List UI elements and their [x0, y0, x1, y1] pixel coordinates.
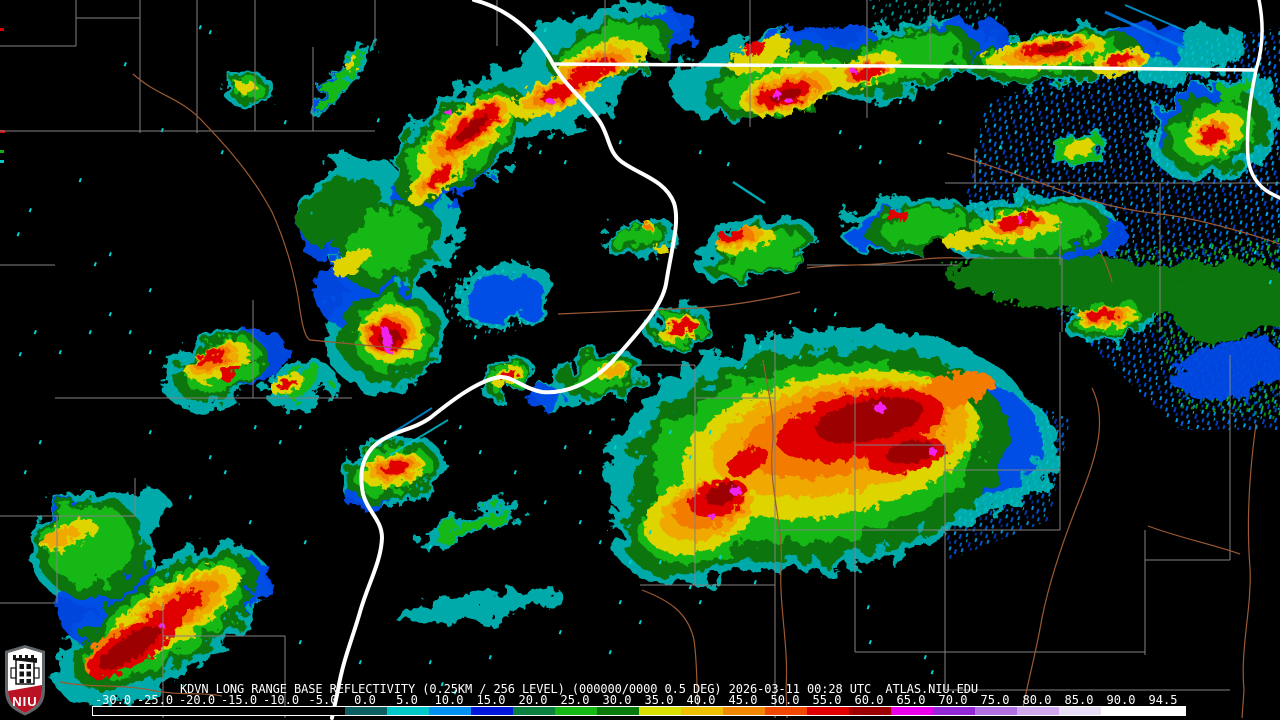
scale-tick-label: 35.0: [644, 693, 674, 707]
castle-icon: [10, 655, 40, 685]
scale-tick-label: 75.0: [980, 693, 1010, 707]
scale-tick-label: 15.0: [476, 693, 506, 707]
product-status-line: KDVN LONG RANGE BASE REFLECTIVITY (0.25K…: [180, 682, 978, 696]
scale-tick-label: 90.0: [1106, 693, 1136, 707]
scale-tick-label: 0.0: [354, 693, 376, 707]
river-lines: [59, 73, 1280, 719]
scale-tick-label: 80.0: [1022, 693, 1052, 707]
state-borders: [330, 0, 1280, 720]
mississippi-river-border: [330, 0, 679, 720]
scale-tick-label: -10.0: [262, 693, 300, 707]
scale-tick-label: 70.0: [938, 693, 968, 707]
scale-tick-label: 10.0: [434, 693, 464, 707]
scale-tick-label: 55.0: [812, 693, 842, 707]
scale-tick-label: 25.0: [560, 693, 590, 707]
scale-tick-label: -15.0: [220, 693, 258, 707]
niu-logo: NIU: [5, 645, 45, 716]
niu-logo-text: NIU: [12, 694, 37, 709]
reflectivity-colorbar: [92, 706, 1186, 716]
scale-tick-label: -25.0: [136, 693, 174, 707]
scale-tick-label: 94.5: [1148, 693, 1178, 707]
scale-tick-label: 60.0: [854, 693, 884, 707]
scale-tick-label: 20.0: [518, 693, 548, 707]
scale-tick-label: 30.0: [602, 693, 632, 707]
scale-tick-label: -30.0: [94, 693, 132, 707]
scale-tick-label: 85.0: [1064, 693, 1094, 707]
scale-tick-label: -5.0: [308, 693, 338, 707]
scale-tick-label: 5.0: [396, 693, 418, 707]
scale-tick-label: -20.0: [178, 693, 216, 707]
scale-tick-labels: -30.0 -25.0 -20.0 -15.0 -10.0 -5.0 0.0 5.0 10.0 1…: [0, 694, 1280, 706]
scale-tick-label: 45.0: [728, 693, 758, 707]
scale-tick-label: 40.0: [686, 693, 716, 707]
scale-tick-label: 65.0: [896, 693, 926, 707]
scale-tick-label: 50.0: [770, 693, 800, 707]
